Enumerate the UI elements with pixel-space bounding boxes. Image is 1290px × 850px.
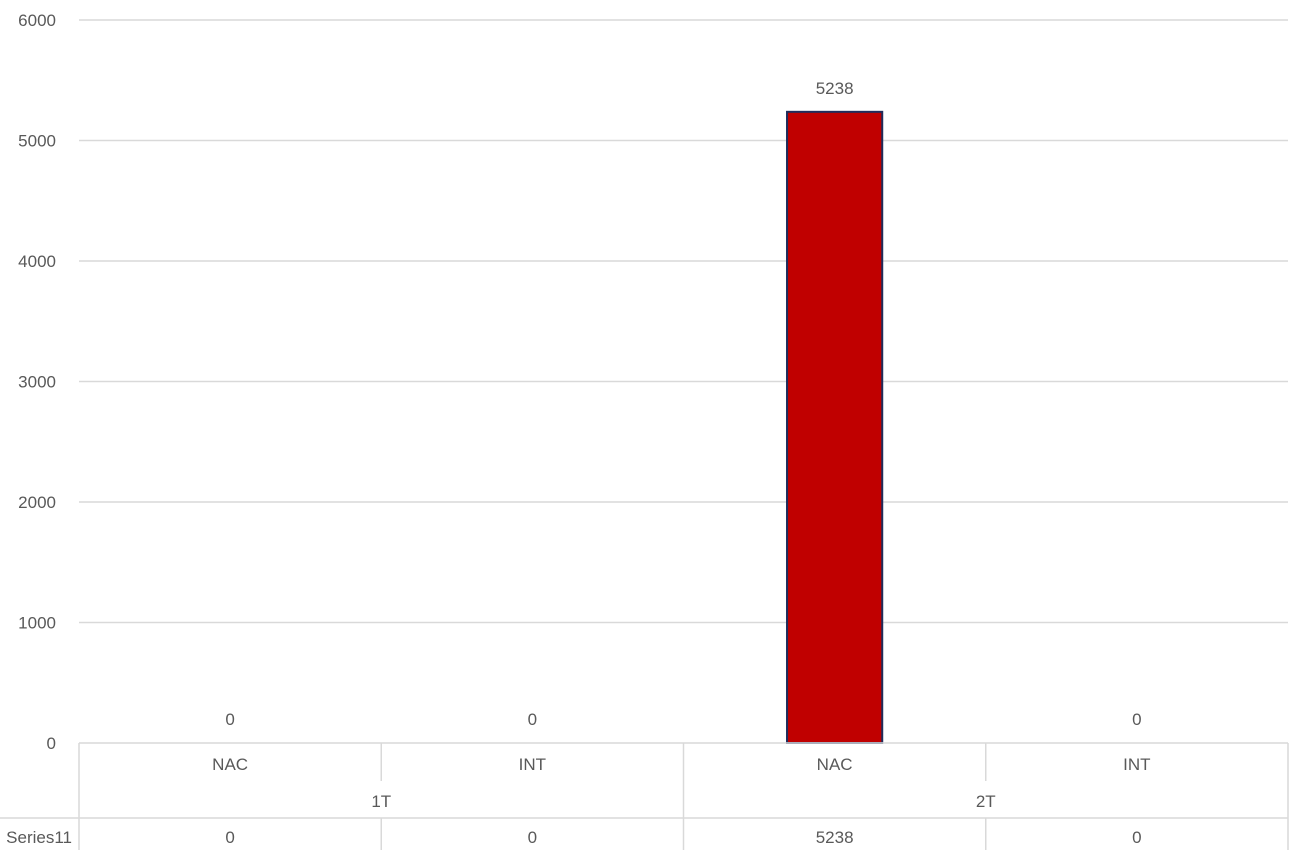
gridlines: [79, 19, 1288, 624]
y-tick-label: 5000: [18, 132, 56, 151]
y-tick-label: 3000: [18, 373, 56, 392]
table-value: 0: [528, 828, 537, 847]
x-group-label: 2T: [976, 792, 996, 811]
x-category-label: INT: [1123, 755, 1150, 774]
data-table: NAC INT 1T NAC INT 2T Series11 0 0 5238 0: [0, 742, 1289, 850]
bar: [786, 110, 884, 745]
bars: [786, 110, 884, 745]
y-tick-label: 4000: [18, 252, 56, 271]
x-category-label: INT: [519, 755, 546, 774]
data-label: 5238: [816, 79, 854, 98]
table-value: 5238: [816, 828, 854, 847]
y-axis: 0 1000 2000 3000 4000 5000 6000: [18, 11, 56, 753]
table-value: 0: [225, 828, 234, 847]
data-labels: 0 0 5238 0: [225, 79, 1141, 729]
y-tick-label: 0: [47, 734, 56, 753]
data-label: 0: [1132, 710, 1141, 729]
y-tick-label: 1000: [18, 614, 56, 633]
table-value: 0: [1132, 828, 1141, 847]
series-name: Series11: [6, 828, 72, 847]
data-label: 0: [528, 710, 537, 729]
y-tick-label: 2000: [18, 493, 56, 512]
x-group-label: 1T: [371, 792, 391, 811]
y-tick-label: 6000: [18, 11, 56, 30]
x-category-label: NAC: [212, 755, 248, 774]
data-label: 0: [225, 710, 234, 729]
x-category-label: NAC: [817, 755, 853, 774]
